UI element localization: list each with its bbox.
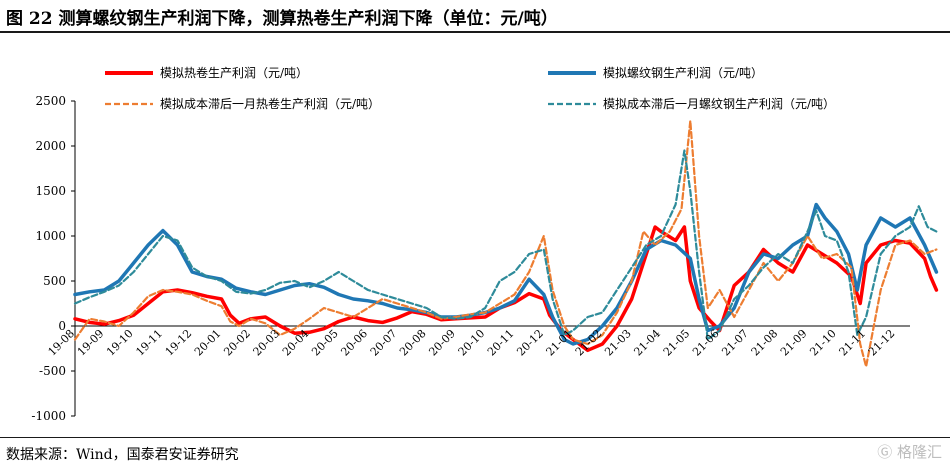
x-tick-label: 21-10 xyxy=(807,327,839,359)
x-tick-label: 20-09 xyxy=(426,327,458,359)
x-tick-label: 21-03 xyxy=(602,327,634,359)
title-rule xyxy=(0,31,950,33)
chart-legend: 模拟热卷生产利润（元/吨） 模拟螺纹钢生产利润（元/吨） 模拟成本滞后一月热卷生产利… xyxy=(105,65,835,111)
chart-axes: 2500 2000 1500 1000 500 0 -500 -1000 xyxy=(31,94,910,423)
x-tick-label: 21-09 xyxy=(778,327,810,359)
x-tick-labels: 19-0819-0919-1019-1119-1220-0120-0220-03… xyxy=(46,327,898,359)
x-tick-label: 19-11 xyxy=(133,327,165,359)
watermark-text: 格隆汇 xyxy=(896,443,942,461)
series-line-rebar-lag xyxy=(73,149,938,341)
y-tick-label: 1000 xyxy=(35,229,66,243)
y-tick-label: 500 xyxy=(43,274,66,288)
x-tick-label: 21-05 xyxy=(661,327,693,359)
legend-label: 模拟成本滞后一月热卷生产利润（元/吨） xyxy=(160,96,380,111)
y-tick-label: 0 xyxy=(58,319,66,333)
legend-label: 模拟热卷生产利润（元/吨） xyxy=(160,65,308,80)
x-tick-label: 20-12 xyxy=(514,327,546,359)
x-tick-label: 20-07 xyxy=(368,327,400,359)
x-tick-label: 20-03 xyxy=(251,327,283,359)
source-rule xyxy=(0,437,950,438)
x-tick-label: 21-06 xyxy=(690,327,722,359)
x-tick-label: 20-11 xyxy=(485,327,517,359)
x-tick-label: 20-02 xyxy=(221,327,253,359)
y-tick-label: 2500 xyxy=(35,94,66,108)
y-tick-label: -1000 xyxy=(31,409,66,423)
x-tick-label: 20-08 xyxy=(397,327,429,359)
y-tick-label: 1500 xyxy=(35,184,66,198)
watermark: Ⓖ 格隆汇 xyxy=(877,441,942,462)
x-tick-label: 20-01 xyxy=(192,327,224,359)
x-tick-label: 20-10 xyxy=(456,327,488,359)
source-note: 数据来源：Wind，国泰君安证券研究 xyxy=(6,447,239,463)
x-tick-label: 19-10 xyxy=(104,327,136,359)
x-tick-label: 21-07 xyxy=(719,327,751,359)
y-tick-label: 2000 xyxy=(35,139,66,153)
x-tick-label: 20-06 xyxy=(338,327,370,359)
chart-series xyxy=(73,119,939,368)
x-tick-label: 21-04 xyxy=(631,327,663,359)
watermark-logo-icon: Ⓖ xyxy=(877,443,893,461)
legend-label: 模拟螺纹钢生产利润（元/吨） xyxy=(603,66,763,80)
x-tick-label: 19-12 xyxy=(163,327,195,359)
legend-label: 模拟成本滞后一月螺纹钢生产利润（元/吨） xyxy=(603,97,835,111)
figure-title: 图 22 测算螺纹钢生产利润下降，测算热卷生产利润下降（单位：元/吨） xyxy=(6,9,558,29)
x-tick-label: 21-08 xyxy=(749,327,781,359)
y-tick-label: -500 xyxy=(39,364,66,378)
